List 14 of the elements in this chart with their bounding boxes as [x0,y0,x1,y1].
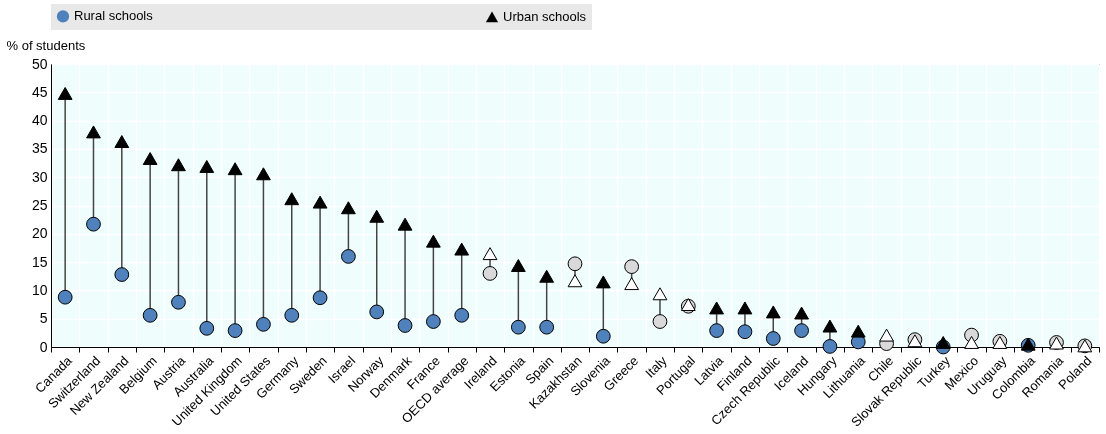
y-tick-label: 50 [31,55,48,72]
y-tick-label: 20 [31,225,48,242]
y-axis-title: % of students [6,37,86,53]
y-tick-label: 30 [31,168,48,185]
y-tick-label: 40 [31,112,48,129]
y-tick-label: 5 [39,310,48,327]
legend-label: Urban schools [503,8,587,24]
y-tick-label: 25 [31,197,48,213]
y-tick-label: 45 [31,83,48,100]
legend-label: Rural schools [74,8,154,24]
y-tick-label: 10 [31,281,48,298]
y-tick-label: 0 [39,338,48,355]
y-tick-label: 15 [31,253,48,270]
y-tick-label: 35 [31,140,48,157]
